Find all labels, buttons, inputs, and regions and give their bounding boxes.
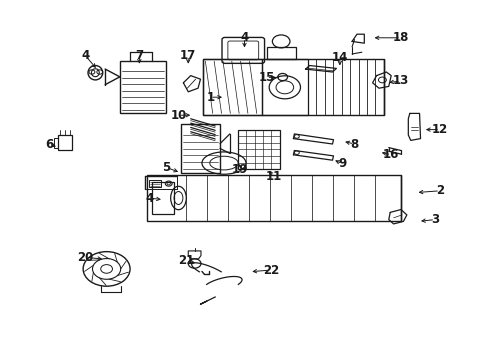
Text: 2: 2 [435, 184, 443, 197]
Text: 1: 1 [206, 91, 214, 104]
Text: 16: 16 [382, 148, 399, 161]
Text: 7: 7 [135, 49, 143, 62]
Bar [203, 59, 261, 115]
Bar [181, 124, 220, 173]
Text: 19: 19 [231, 163, 247, 176]
Text: 4: 4 [81, 49, 89, 62]
Text: 13: 13 [392, 75, 408, 87]
Text: 5: 5 [162, 161, 170, 174]
Bar [58, 135, 72, 150]
Text: 18: 18 [392, 31, 408, 44]
Bar [120, 61, 166, 113]
Bar [261, 59, 307, 115]
Text: 20: 20 [77, 251, 94, 264]
Text: 21: 21 [177, 255, 194, 267]
Text: 15: 15 [258, 71, 274, 84]
Text: 14: 14 [331, 51, 347, 64]
Bar [238, 130, 279, 169]
Text: 12: 12 [431, 123, 447, 136]
Text: 22: 22 [263, 264, 279, 276]
Bar [146, 175, 400, 221]
Bar [203, 59, 383, 115]
Text: 4: 4 [240, 31, 248, 44]
Bar [266, 47, 295, 59]
Text: 17: 17 [180, 49, 196, 62]
Text: 6: 6 [45, 138, 53, 150]
Bar [54, 138, 58, 148]
Text: 8: 8 [350, 138, 358, 150]
Text: 9: 9 [338, 157, 346, 170]
Bar [149, 180, 161, 187]
Text: 4: 4 [145, 192, 153, 204]
Text: 3: 3 [430, 213, 438, 226]
Text: 10: 10 [170, 109, 186, 122]
Bar [151, 181, 173, 214]
Text: 11: 11 [265, 170, 282, 183]
